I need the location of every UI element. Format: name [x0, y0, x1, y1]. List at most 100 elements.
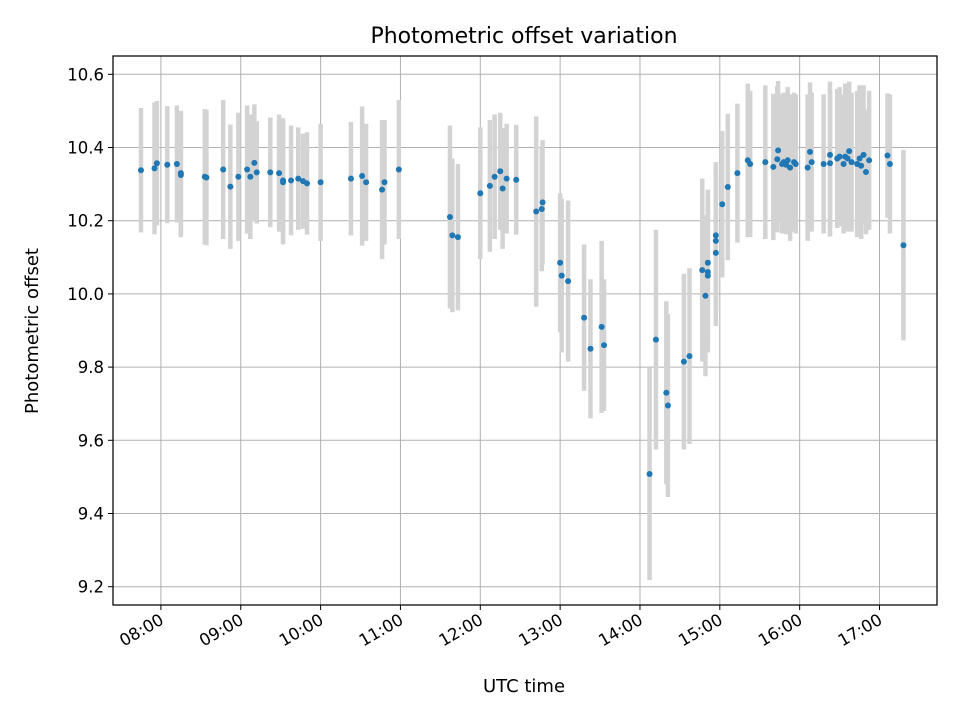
data-point	[900, 242, 907, 249]
data-point	[446, 214, 453, 221]
data-point	[137, 167, 144, 174]
y-tick-label: 9.6	[78, 431, 104, 450]
data-point	[587, 345, 594, 352]
data-point	[288, 177, 295, 184]
data-point	[395, 166, 402, 173]
data-point	[792, 160, 799, 167]
data-point	[513, 176, 520, 183]
x-tick-label: 15:00	[675, 610, 726, 650]
data-point	[784, 157, 791, 164]
data-point	[704, 272, 711, 279]
data-point	[347, 175, 354, 182]
data-point	[227, 183, 234, 190]
x-tick-label: 17:00	[835, 610, 886, 650]
data-point	[848, 159, 855, 166]
data-point	[808, 159, 815, 166]
data-point	[598, 323, 605, 330]
data-point	[704, 259, 711, 266]
data-point	[807, 148, 814, 155]
data-point	[747, 160, 754, 167]
data-point	[719, 201, 726, 208]
data-point	[646, 470, 653, 477]
data-point	[497, 168, 504, 175]
data-point	[280, 177, 287, 184]
data-point	[538, 205, 545, 212]
data-point	[775, 147, 782, 154]
data-point	[844, 155, 851, 162]
data-point	[770, 163, 777, 170]
x-axis-label: UTC time	[483, 676, 565, 697]
chart-title: Photometric offset variation	[370, 24, 677, 49]
data-point	[652, 336, 659, 343]
y-tick-label: 10.4	[67, 139, 104, 158]
data-point	[601, 342, 608, 349]
data-point	[699, 267, 706, 274]
y-tick-label: 10.0	[67, 285, 104, 304]
data-point	[499, 185, 506, 192]
data-point	[491, 173, 498, 180]
x-tick-label: 12:00	[436, 610, 487, 650]
x-tick-label: 09:00	[196, 610, 247, 650]
data-point	[866, 157, 873, 164]
data-point	[477, 190, 484, 197]
data-point	[860, 151, 867, 158]
data-point	[251, 159, 258, 166]
data-point	[244, 166, 251, 173]
data-point	[787, 164, 794, 171]
x-tick-label: 16:00	[755, 610, 806, 650]
data-point	[886, 160, 893, 167]
data-point	[712, 232, 719, 239]
data-point	[664, 402, 671, 409]
data-point	[820, 160, 827, 167]
data-point	[533, 208, 540, 215]
data-point	[539, 199, 546, 206]
data-point	[858, 162, 865, 169]
y-tick-label: 10.6	[67, 65, 104, 84]
data-point	[449, 232, 456, 239]
data-point	[317, 179, 324, 186]
data-point	[295, 175, 302, 182]
data-point	[153, 160, 160, 167]
data-point	[247, 173, 254, 180]
data-point	[827, 160, 834, 167]
data-point	[712, 237, 719, 244]
grid-lines	[113, 56, 937, 605]
data-point	[774, 156, 781, 163]
y-tick-label: 9.8	[78, 358, 104, 377]
data-point	[846, 148, 853, 155]
data-point	[151, 165, 158, 172]
y-tick-label: 10.2	[67, 212, 104, 231]
data-point	[581, 314, 588, 321]
data-point	[276, 170, 283, 177]
x-axis-ticks: 08:00 09:00 10:00 11:00 12:00 13:00 14:00 15:00…	[116, 605, 886, 650]
data-point	[686, 353, 693, 360]
data-point	[454, 234, 461, 241]
data-point	[304, 180, 311, 187]
y-tick-label: 9.2	[78, 578, 104, 597]
data-point	[565, 278, 572, 285]
data-point	[856, 155, 863, 162]
data-point	[359, 173, 366, 180]
data-point	[827, 151, 834, 158]
data-point	[235, 173, 242, 180]
data-point	[840, 160, 847, 167]
data-point	[503, 175, 510, 182]
data-point	[663, 389, 670, 396]
data-point	[164, 161, 171, 168]
data-point	[804, 164, 811, 171]
data-point	[363, 179, 370, 186]
data-point	[862, 169, 869, 176]
data-point	[724, 184, 731, 191]
x-tick-label: 08:00	[116, 610, 167, 650]
y-axis-ticks: 9.2 9.4 9.6 9.8 10.0 10.2 10.4 10.6	[67, 65, 113, 597]
x-tick-label: 14:00	[595, 610, 646, 650]
y-tick-label: 9.4	[78, 505, 104, 524]
y-axis-label: Photometric offset	[22, 248, 43, 414]
error-bars	[138, 80, 906, 581]
data-point	[836, 153, 843, 160]
x-tick-label: 10:00	[276, 610, 327, 650]
data-point	[379, 186, 386, 193]
plot-frame	[112, 55, 938, 606]
x-tick-label: 13:00	[515, 610, 566, 650]
